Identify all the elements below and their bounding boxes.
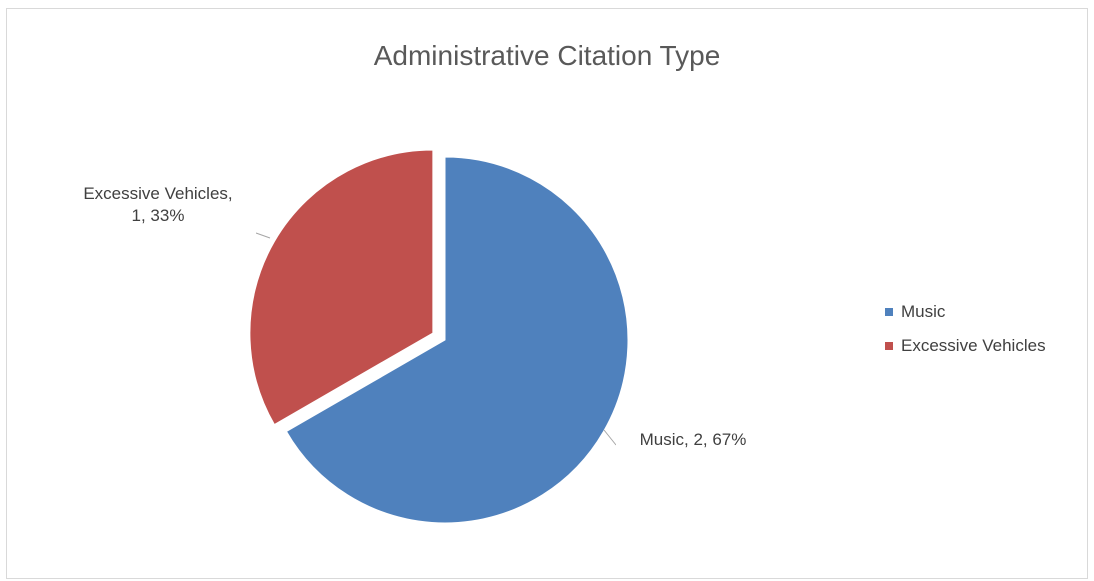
legend-item-excessive-vehicles[interactable]: Excessive Vehicles xyxy=(885,335,1046,356)
callout-line-excessive-vehicles xyxy=(255,232,271,239)
pie-slice-music[interactable] xyxy=(285,156,629,524)
chart-title: Administrative Citation Type xyxy=(373,40,721,71)
legend: Music Excessive Vehicles xyxy=(885,301,1046,369)
callout-line-music xyxy=(603,429,617,446)
data-label-excessive-vehicles-line1: Excessive Vehicles, xyxy=(83,184,233,203)
data-label-music: Music, 2, 67% xyxy=(616,426,770,464)
legend-label-music: Music xyxy=(901,301,946,321)
data-label-excessive-vehicles-line2: 1, 33% xyxy=(131,206,185,225)
legend-item-music[interactable]: Music xyxy=(885,301,1046,322)
legend-swatch-excessive-vehicles xyxy=(885,341,893,350)
data-label-music-line1: Music, 2, 67% xyxy=(639,430,747,449)
legend-swatch-music xyxy=(885,307,893,316)
data-label-excessive-vehicles: Excessive Vehicles, 1, 33% xyxy=(60,180,256,246)
legend-label-excessive-vehicles: Excessive Vehicles xyxy=(901,335,1046,355)
pie-slice-excessive-vehicles[interactable] xyxy=(249,149,434,426)
